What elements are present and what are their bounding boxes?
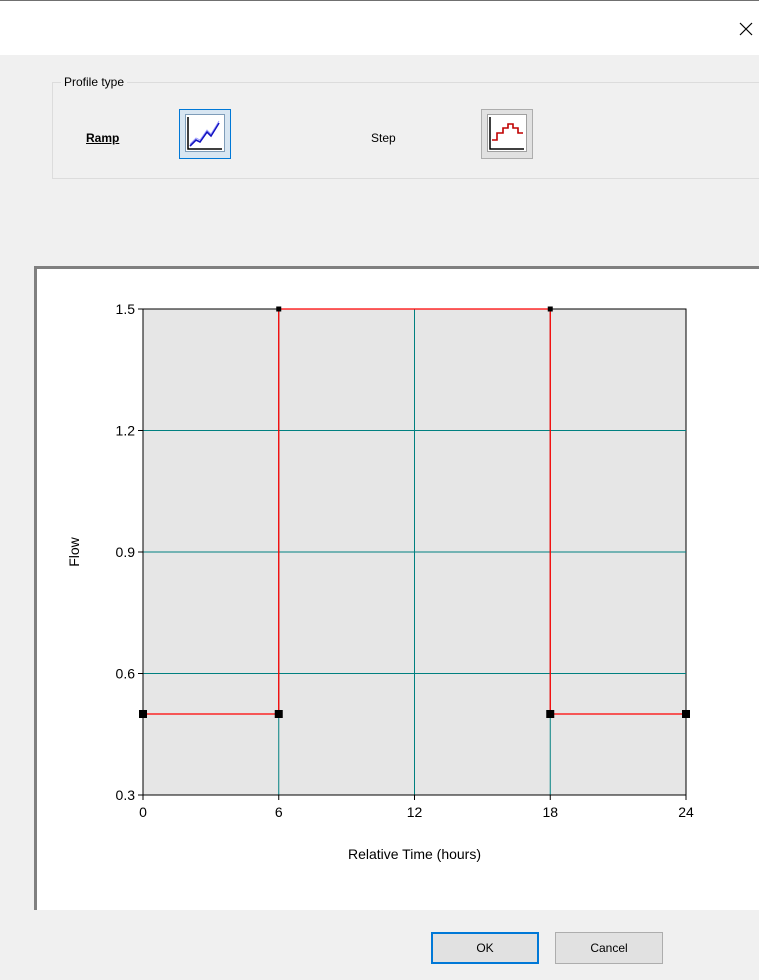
x-tick-label: 24	[678, 804, 694, 820]
ramp-chart-icon	[185, 113, 225, 155]
title-bar	[0, 0, 759, 55]
step-profile-button[interactable]	[481, 109, 533, 159]
data-point-marker	[546, 710, 555, 718]
x-tick-label: 18	[542, 804, 558, 820]
data-point-marker	[276, 306, 282, 312]
data-point-marker	[274, 710, 283, 718]
profile-type-legend: Profile type	[61, 75, 128, 89]
ramp-profile-button[interactable]	[179, 109, 231, 159]
x-tick-label: 0	[139, 804, 147, 820]
chart-frame: 0 6 12 18 24 0.3 0.6 0.9 1.2 1.5 Relative Time (ho…	[34, 266, 759, 910]
y-tick-label: 0.3	[116, 787, 136, 803]
step-label[interactable]: Step	[371, 131, 396, 145]
x-tick-label: 6	[275, 804, 283, 820]
close-button[interactable]	[733, 17, 759, 43]
y-tick-label: 0.6	[116, 666, 136, 682]
ramp-label[interactable]: Ramp	[86, 131, 120, 145]
ok-button[interactable]: OK	[431, 932, 539, 964]
step-chart-icon	[487, 113, 527, 155]
flow-chart[interactable]: 0 6 12 18 24 0.3 0.6 0.9 1.2 1.5 Relative Time (ho…	[37, 269, 759, 910]
y-axis-label: Flow	[66, 536, 82, 566]
y-tick-label: 1.5	[116, 301, 136, 317]
close-icon	[739, 22, 753, 39]
profile-type-group	[52, 82, 759, 179]
y-tick-label: 1.2	[116, 423, 136, 439]
y-tick-label: 0.9	[116, 544, 136, 560]
cancel-button[interactable]: Cancel	[555, 932, 663, 964]
x-axis-label: Relative Time (hours)	[348, 846, 481, 862]
data-point-marker	[547, 306, 553, 312]
flow-series-line	[143, 308, 686, 715]
x-tick-label: 12	[407, 804, 423, 820]
data-point-marker	[682, 710, 690, 718]
data-point-marker	[139, 710, 147, 718]
